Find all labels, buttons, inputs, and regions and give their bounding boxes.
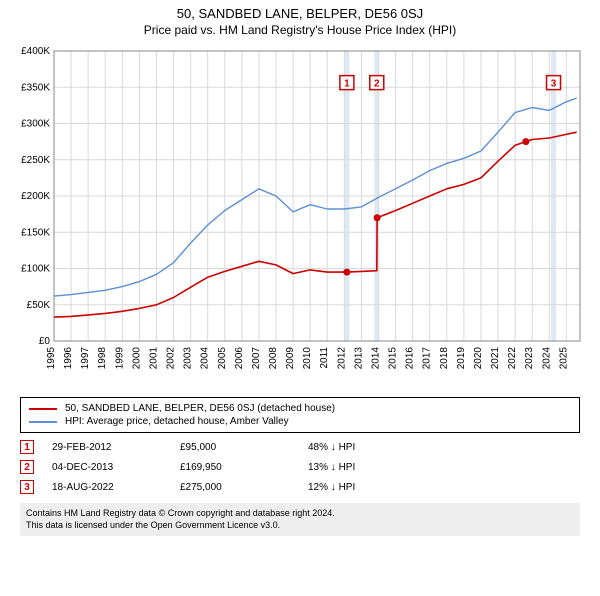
- marker-price: £95,000: [180, 442, 290, 453]
- x-tick-label: 2019: [456, 347, 467, 370]
- x-tick-label: 2016: [405, 347, 416, 370]
- marker-table-row: 1 29-FEB-2012 £95,000 48% ↓ HPI: [20, 437, 580, 457]
- chart-area: £0 £50K £100K £150K £200K £250K £300K £350K £400…: [10, 41, 590, 391]
- x-tick-label: 2010: [302, 347, 313, 370]
- y-tick-label: £400K: [21, 46, 50, 57]
- y-tick-label: £250K: [21, 155, 50, 166]
- x-tick-label: 2004: [200, 347, 211, 370]
- y-tick-label: £350K: [21, 82, 50, 93]
- y-tick-label: £50K: [27, 300, 51, 311]
- marker-table-row: 2 04-DEC-2013 £169,950 13% ↓ HPI: [20, 457, 580, 477]
- x-tick-label: 1998: [97, 347, 108, 370]
- marker-table-row: 3 18-AUG-2022 £275,000 12% ↓ HPI: [20, 477, 580, 497]
- marker-number-box: 2: [20, 460, 34, 474]
- legend-row: HPI: Average price, detached house, Ambe…: [29, 415, 571, 428]
- x-tick-label: 2023: [524, 347, 535, 370]
- marker-number-box: 3: [20, 480, 34, 494]
- x-tick-label: 2025: [558, 347, 569, 370]
- x-tick-label: 2020: [473, 347, 484, 370]
- x-tick-label: 2007: [251, 347, 262, 370]
- y-tick-label: £0: [39, 336, 51, 347]
- x-tick-label: 2022: [507, 347, 518, 370]
- x-tick-label: 2003: [183, 347, 194, 370]
- footer-line-1: Contains HM Land Registry data © Crown c…: [26, 508, 574, 520]
- marker-delta: 13% ↓ HPI: [308, 462, 418, 473]
- legend-row: 50, SANDBED LANE, BELPER, DE56 0SJ (deta…: [29, 402, 571, 415]
- line-chart-svg: £0 £50K £100K £150K £200K £250K £300K £350K £400…: [10, 41, 590, 391]
- x-tick-label: 2024: [541, 347, 552, 370]
- footer-line-2: This data is licensed under the Open Gov…: [26, 520, 574, 532]
- x-tick-label: 1997: [80, 347, 91, 370]
- marker-price: £169,950: [180, 462, 290, 473]
- x-tick-label: 1995: [46, 347, 57, 370]
- x-tick-label: 2014: [370, 347, 381, 370]
- data-point-marker: [374, 214, 381, 221]
- y-tick-label: £200K: [21, 191, 50, 202]
- x-tick-label: 2001: [148, 347, 159, 370]
- chart-subtitle: Price paid vs. HM Land Registry's House …: [0, 23, 600, 37]
- x-tick-label: 1996: [63, 347, 74, 370]
- x-tick-label: 2006: [234, 347, 245, 370]
- marker-date: 18-AUG-2022: [52, 482, 162, 493]
- marker-delta: 48% ↓ HPI: [308, 442, 418, 453]
- legend-label: 50, SANDBED LANE, BELPER, DE56 0SJ (deta…: [65, 403, 335, 414]
- x-tick-label: 1999: [114, 347, 125, 370]
- x-tick-label: 2017: [422, 347, 433, 370]
- x-tick-label: 2002: [166, 347, 177, 370]
- marker-price: £275,000: [180, 482, 290, 493]
- x-tick-label: 2012: [336, 347, 347, 370]
- legend-label: HPI: Average price, detached house, Ambe…: [65, 416, 289, 427]
- annotation-number: 1: [344, 79, 350, 90]
- legend-swatch: [29, 421, 57, 423]
- x-tick-label: 2018: [439, 347, 450, 370]
- marker-number-box: 1: [20, 440, 34, 454]
- marker-table: 1 29-FEB-2012 £95,000 48% ↓ HPI 2 04-DEC-2013…: [20, 437, 580, 497]
- data-point-marker: [522, 138, 529, 145]
- x-tick-label: 2015: [388, 347, 399, 370]
- x-tick-label: 2013: [353, 347, 364, 370]
- marker-delta: 12% ↓ HPI: [308, 482, 418, 493]
- x-tick-label: 2021: [490, 347, 501, 370]
- legend: 50, SANDBED LANE, BELPER, DE56 0SJ (deta…: [20, 397, 580, 433]
- chart-title: 50, SANDBED LANE, BELPER, DE56 0SJ: [0, 6, 600, 21]
- marker-date: 29-FEB-2012: [52, 442, 162, 453]
- legend-swatch: [29, 408, 57, 410]
- y-tick-label: £100K: [21, 264, 50, 275]
- x-tick-label: 2008: [268, 347, 279, 370]
- x-tick-label: 2009: [285, 347, 296, 370]
- x-tick-label: 2011: [319, 347, 330, 369]
- y-tick-label: £150K: [21, 227, 50, 238]
- data-point-marker: [343, 269, 350, 276]
- annotation-number: 3: [551, 79, 557, 90]
- marker-date: 04-DEC-2013: [52, 462, 162, 473]
- footer-attribution: Contains HM Land Registry data © Crown c…: [20, 503, 580, 536]
- x-tick-label: 2000: [131, 347, 142, 370]
- annotation-number: 2: [374, 79, 380, 90]
- y-tick-label: £300K: [21, 119, 50, 130]
- x-tick-label: 2005: [217, 347, 228, 370]
